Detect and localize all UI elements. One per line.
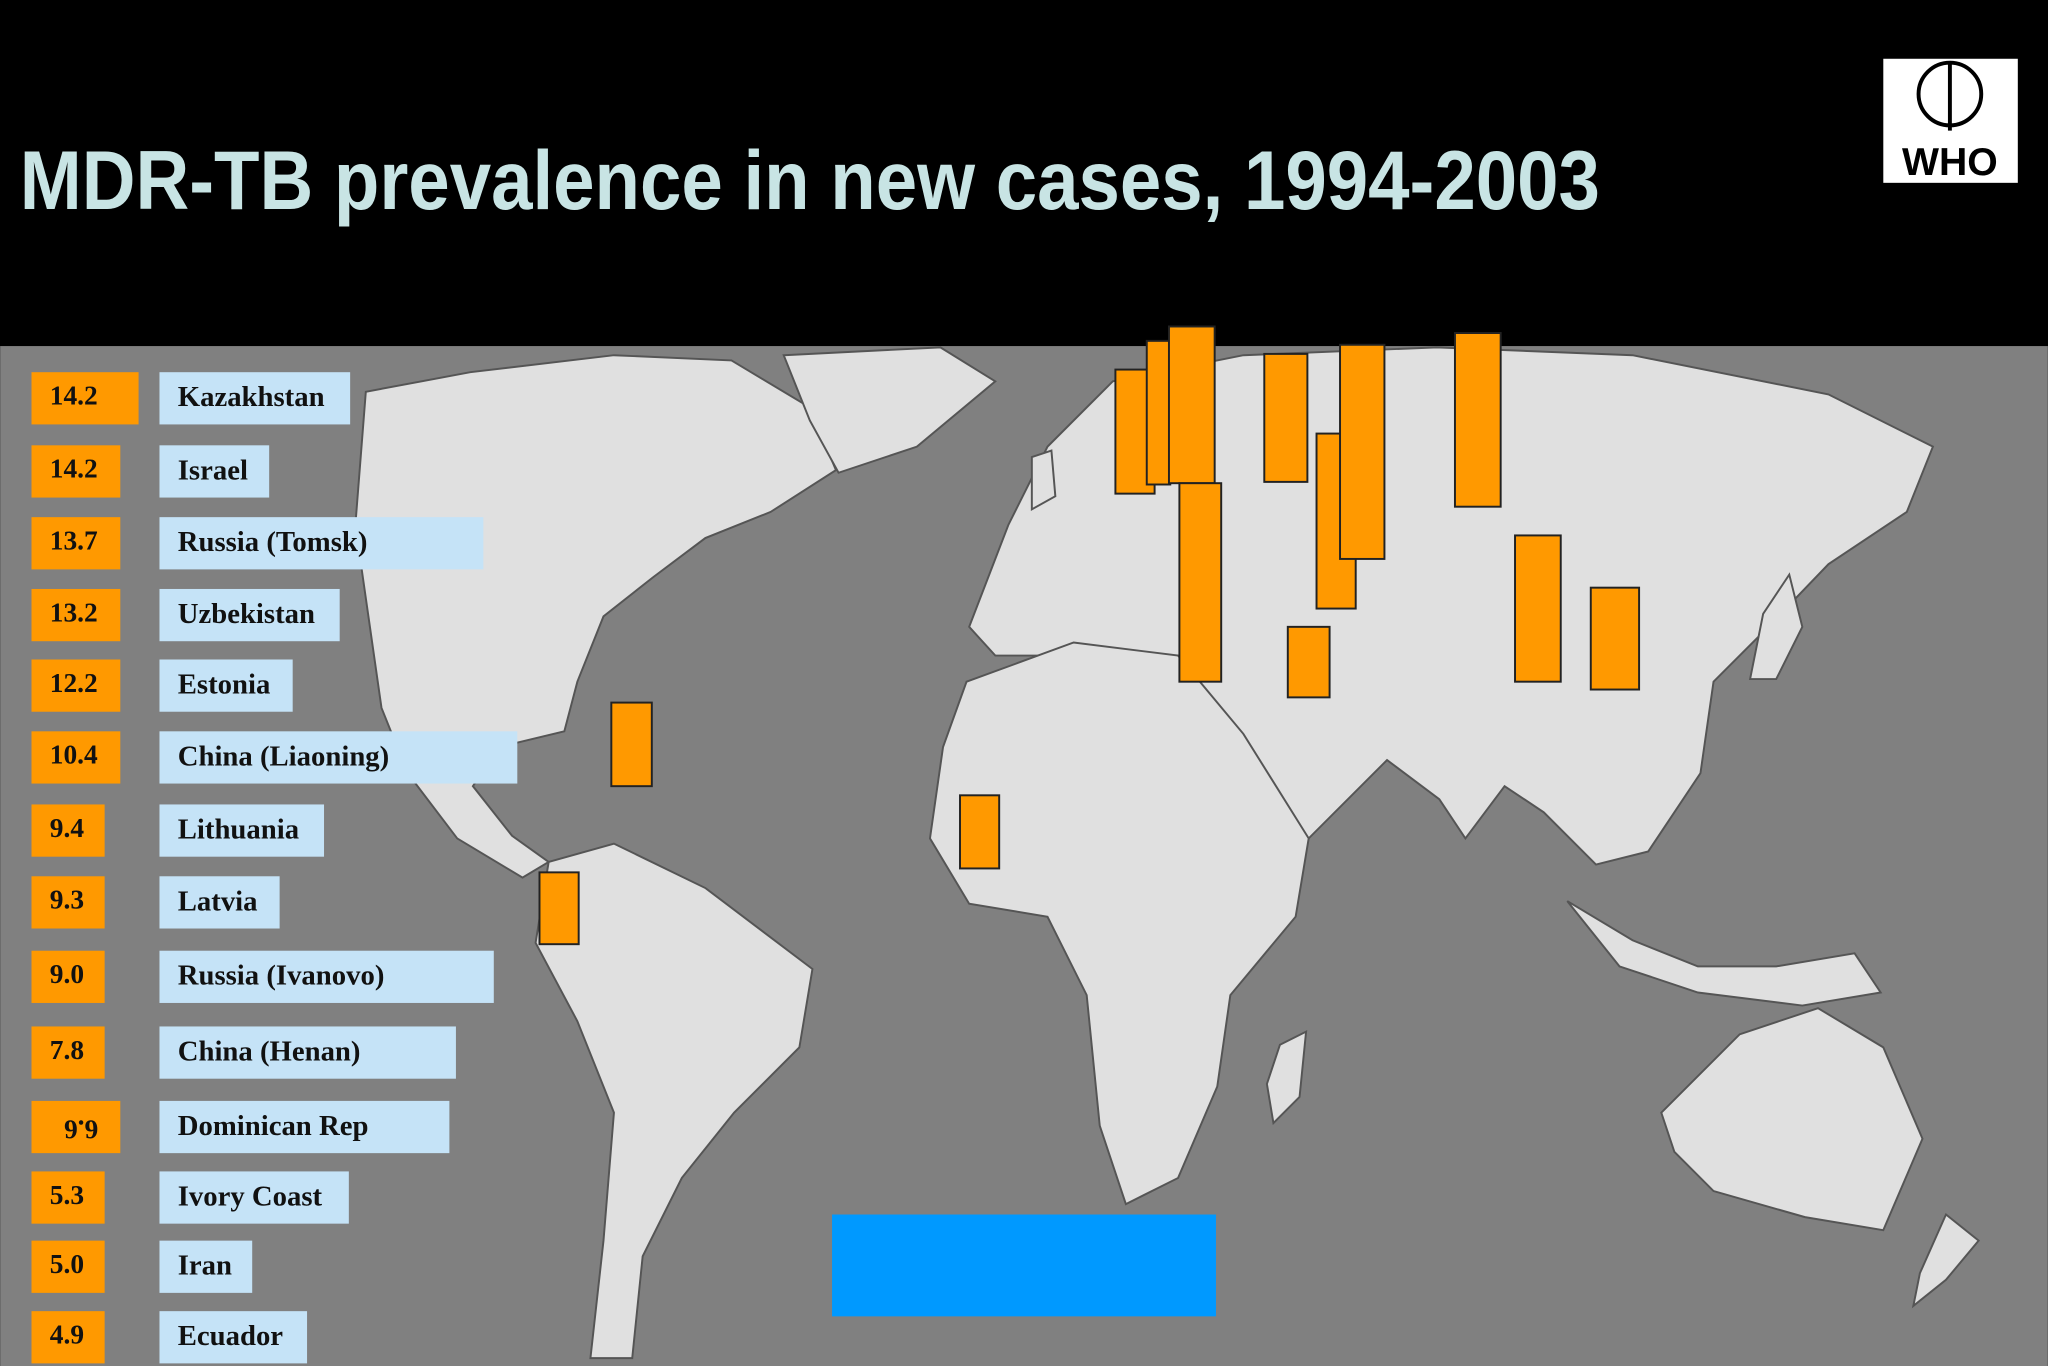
country-box xyxy=(159,517,484,570)
value-box xyxy=(31,731,121,784)
value-label: 9.4 xyxy=(50,813,85,843)
country-box xyxy=(159,659,293,712)
map-bar xyxy=(610,701,653,788)
value-label: 13.7 xyxy=(50,526,98,556)
country-label: Russia (Ivanovo) xyxy=(178,960,385,992)
madagascar xyxy=(1265,1030,1308,1126)
blue-box xyxy=(832,1214,1216,1317)
new-zealand xyxy=(1911,1212,1981,1309)
country-label: China (Liaoning) xyxy=(178,740,389,772)
country-label: Ecuador xyxy=(178,1320,284,1352)
country-box xyxy=(159,588,340,642)
value-label: 14.2 xyxy=(50,381,98,411)
value-box xyxy=(31,1171,105,1224)
country-box xyxy=(159,1171,349,1224)
country-label: Israel xyxy=(178,454,248,486)
uk xyxy=(1030,449,1057,511)
australia xyxy=(1660,1007,1924,1232)
south-america xyxy=(534,842,814,1360)
value-label: 14.2 xyxy=(50,454,98,484)
value-box xyxy=(31,588,121,642)
map-bar xyxy=(1167,325,1216,485)
country-box xyxy=(159,1026,456,1079)
country-box xyxy=(159,1100,450,1154)
country-label: Russia (Tomsk) xyxy=(178,526,368,558)
map-bar xyxy=(959,794,1001,870)
title: MDR-TB prevalence in new cases, 1994-200… xyxy=(20,133,1600,227)
country-label: Iran xyxy=(178,1250,232,1282)
country-box xyxy=(159,950,494,1003)
value-box xyxy=(31,372,139,425)
value-box xyxy=(31,876,105,929)
country-label: Dominican Rep xyxy=(178,1110,369,1142)
country-box xyxy=(159,876,280,929)
value-label: 9.0 xyxy=(50,959,84,989)
header-band xyxy=(0,0,2048,347)
map-bar xyxy=(1453,332,1502,508)
indonesia xyxy=(1566,900,1883,1007)
value-label: 12.2 xyxy=(50,668,98,698)
value-label: 9.3 xyxy=(50,885,84,915)
country-box xyxy=(159,804,325,857)
value-label: 4.9 xyxy=(50,1320,84,1350)
value-box xyxy=(31,804,105,857)
map-bar xyxy=(1589,586,1641,691)
map-bar xyxy=(1514,534,1562,683)
africa xyxy=(928,641,1310,1206)
value-box xyxy=(31,950,105,1003)
country-label: Uzbekistan xyxy=(178,598,315,630)
country-label: Ivory Coast xyxy=(178,1180,323,1212)
value-label: 5.3 xyxy=(50,1180,84,1210)
greenland xyxy=(782,346,997,474)
value-label: 13.2 xyxy=(50,597,98,627)
country-box xyxy=(159,372,351,425)
country-label: Kazakhstan xyxy=(178,381,325,413)
map-bar xyxy=(1263,352,1309,483)
japan xyxy=(1748,572,1804,681)
value-box xyxy=(31,659,121,712)
country-label: Estonia xyxy=(178,669,271,701)
country-box xyxy=(159,1311,308,1364)
map-markers xyxy=(538,325,1641,1317)
map-bar xyxy=(538,871,580,946)
map-bar xyxy=(1178,482,1223,683)
value-box xyxy=(31,445,121,498)
value-label: 5.0 xyxy=(50,1249,84,1279)
map-bar xyxy=(1339,343,1386,560)
legend-list: 14.2 Kazakhstan 14.2 Israel 13.7 Russia (Toms… xyxy=(31,372,518,1364)
value-label: 6.6 xyxy=(64,1115,98,1145)
value-box xyxy=(31,1100,121,1154)
value-box xyxy=(31,1311,105,1364)
country-box xyxy=(159,445,270,498)
country-label: Latvia xyxy=(178,885,258,917)
value-box xyxy=(31,517,121,570)
value-box xyxy=(31,1240,105,1293)
country-box xyxy=(159,731,518,784)
value-label: 10.4 xyxy=(50,740,98,770)
logo-text: WHO xyxy=(1902,141,1998,184)
who-logo: WHO xyxy=(1883,58,2018,184)
map-bar xyxy=(1286,625,1331,699)
country-label: Lithuania xyxy=(178,813,299,845)
value-box xyxy=(31,1026,105,1079)
value-label: 7.8 xyxy=(50,1035,84,1065)
country-box xyxy=(159,1240,253,1293)
map-bar xyxy=(1145,339,1172,486)
country-label: China (Henan) xyxy=(178,1035,361,1067)
